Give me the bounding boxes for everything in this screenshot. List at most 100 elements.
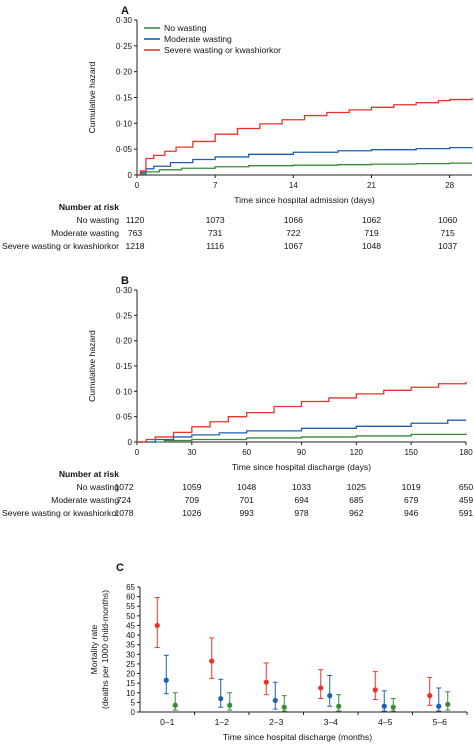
risk-cell: 694 xyxy=(294,495,309,505)
risk-cell: 650 xyxy=(459,482,474,492)
km-curve-no_wasting xyxy=(137,162,472,176)
km-curve-severe_wasting xyxy=(137,381,467,443)
x-tick-label: 30 xyxy=(187,448,196,457)
y-tick-label: 0 xyxy=(128,171,133,180)
y-tick-label: 45 xyxy=(126,621,135,630)
x-tick-label: 0 xyxy=(135,448,140,457)
x-category-label: 0–1 xyxy=(160,717,175,727)
risk-cell: 1025 xyxy=(347,482,366,492)
legend-label-no_wasting: No wasting xyxy=(164,23,207,33)
y-tick-label: 65 xyxy=(126,583,135,592)
risk-cell: 1062 xyxy=(362,215,381,225)
point-moderate_wasting xyxy=(436,703,442,709)
risk-cell: 1218 xyxy=(125,241,144,251)
risk-cell: 1037 xyxy=(438,241,457,251)
risk-cell: 459 xyxy=(459,495,474,505)
risk-cell: 685 xyxy=(349,495,364,505)
risk-row-label: Moderate wasting xyxy=(51,495,119,505)
y-tick-label: 30 xyxy=(126,650,135,659)
point-moderate_wasting xyxy=(272,697,278,704)
y-tick-label: 55 xyxy=(126,602,135,611)
point-severe_wasting xyxy=(263,679,269,685)
x-tick-label: 180 xyxy=(459,448,473,457)
y-tick-label: 20 xyxy=(126,670,135,679)
panel-label-B: B xyxy=(121,275,129,287)
risk-cell: 1073 xyxy=(206,215,225,225)
y-tick-label: 10 xyxy=(126,689,135,698)
point-severe_wasting xyxy=(154,622,160,629)
y-tick-label: 0·05 xyxy=(116,145,133,154)
x-tick-label: 28 xyxy=(445,181,454,190)
point-severe_wasting xyxy=(372,687,378,693)
legend-label-severe_wasting: Severe wasting or kwashiorkor xyxy=(164,45,281,55)
risk-cell: 724 xyxy=(117,495,132,505)
risk-cell: 1048 xyxy=(362,241,381,251)
risk-cell: 1078 xyxy=(114,508,133,518)
risk-cell: 1116 xyxy=(206,241,224,251)
x-tick-label: 120 xyxy=(350,448,364,457)
y-tick-label: 0 xyxy=(128,438,133,447)
x-tick-label: 21 xyxy=(367,181,376,190)
x-category-label: 4–5 xyxy=(378,717,393,727)
x-tick-label: 14 xyxy=(289,181,298,190)
risk-cell: 1120 xyxy=(126,215,145,225)
km-curve-no_wasting xyxy=(137,433,467,443)
point-no_wasting xyxy=(445,701,451,707)
risk-cell: 1026 xyxy=(182,508,201,518)
risk-cell: 731 xyxy=(208,228,223,238)
y-tick-label: 50 xyxy=(126,612,135,621)
point-severe_wasting xyxy=(318,685,324,691)
y-tick-label: 40 xyxy=(126,631,135,640)
risk-cell: 1072 xyxy=(114,482,133,492)
point-severe_wasting xyxy=(427,693,433,699)
y-axis-title: Cumulative hazard xyxy=(87,330,97,402)
risk-cell: 1059 xyxy=(182,482,201,492)
x-axis-title: Time since hospital discharge (days) xyxy=(232,462,371,472)
y-tick-label: 15 xyxy=(126,679,135,688)
panel-label-A: A xyxy=(121,5,129,17)
risk-row-label: Moderate wasting xyxy=(51,228,119,238)
x-category-label: 3–4 xyxy=(324,717,339,727)
point-no_wasting xyxy=(390,704,396,710)
y-axis-title-line2: (deaths per 1000 child-months) xyxy=(100,590,110,709)
x-axis-title: Time since hospital discharge (months) xyxy=(223,732,372,742)
risk-table-header: Number at risk xyxy=(59,469,119,479)
point-no_wasting xyxy=(227,702,233,708)
risk-cell: 715 xyxy=(440,228,455,238)
point-severe_wasting xyxy=(209,658,215,664)
risk-cell: 962 xyxy=(349,508,364,518)
risk-cell: 719 xyxy=(364,228,379,238)
x-tick-label: 60 xyxy=(242,448,251,457)
point-moderate_wasting xyxy=(327,693,333,699)
km-curve-moderate_wasting xyxy=(137,146,473,176)
x-category-label: 2–3 xyxy=(269,717,284,727)
risk-cell: 978 xyxy=(294,508,309,518)
x-category-label: 1–2 xyxy=(215,717,230,727)
x-tick-label: 150 xyxy=(404,448,418,457)
y-tick-label: 0·15 xyxy=(116,362,133,371)
panel-label-C: C xyxy=(116,562,124,574)
risk-cell: 591 xyxy=(459,508,474,518)
km-curve-severe_wasting xyxy=(137,98,473,176)
point-moderate_wasting xyxy=(163,677,169,683)
risk-cell: 709 xyxy=(185,495,200,505)
risk-cell: 993 xyxy=(239,508,254,518)
y-tick-label: 0·10 xyxy=(116,119,133,128)
x-axis-title: Time since hospital admission (days) xyxy=(234,195,375,205)
y-tick-label: 0·20 xyxy=(116,68,133,77)
y-tick-label: 0·25 xyxy=(116,42,133,51)
risk-cell: 1067 xyxy=(284,241,303,251)
risk-cell: 722 xyxy=(286,228,301,238)
risk-cell: 1060 xyxy=(438,215,457,225)
x-tick-label: 7 xyxy=(213,181,218,190)
risk-row-label: Severe wasting or kwashiorkor xyxy=(2,241,119,251)
y-tick-label: 0·05 xyxy=(116,413,133,422)
risk-cell: 763 xyxy=(128,228,143,238)
point-no_wasting xyxy=(281,704,287,710)
point-moderate_wasting xyxy=(381,703,387,709)
risk-row-label: No wasting xyxy=(76,215,119,225)
y-tick-label: 0·20 xyxy=(116,337,133,346)
y-tick-label: 0·30 xyxy=(116,16,133,25)
risk-cell: 946 xyxy=(404,508,419,518)
